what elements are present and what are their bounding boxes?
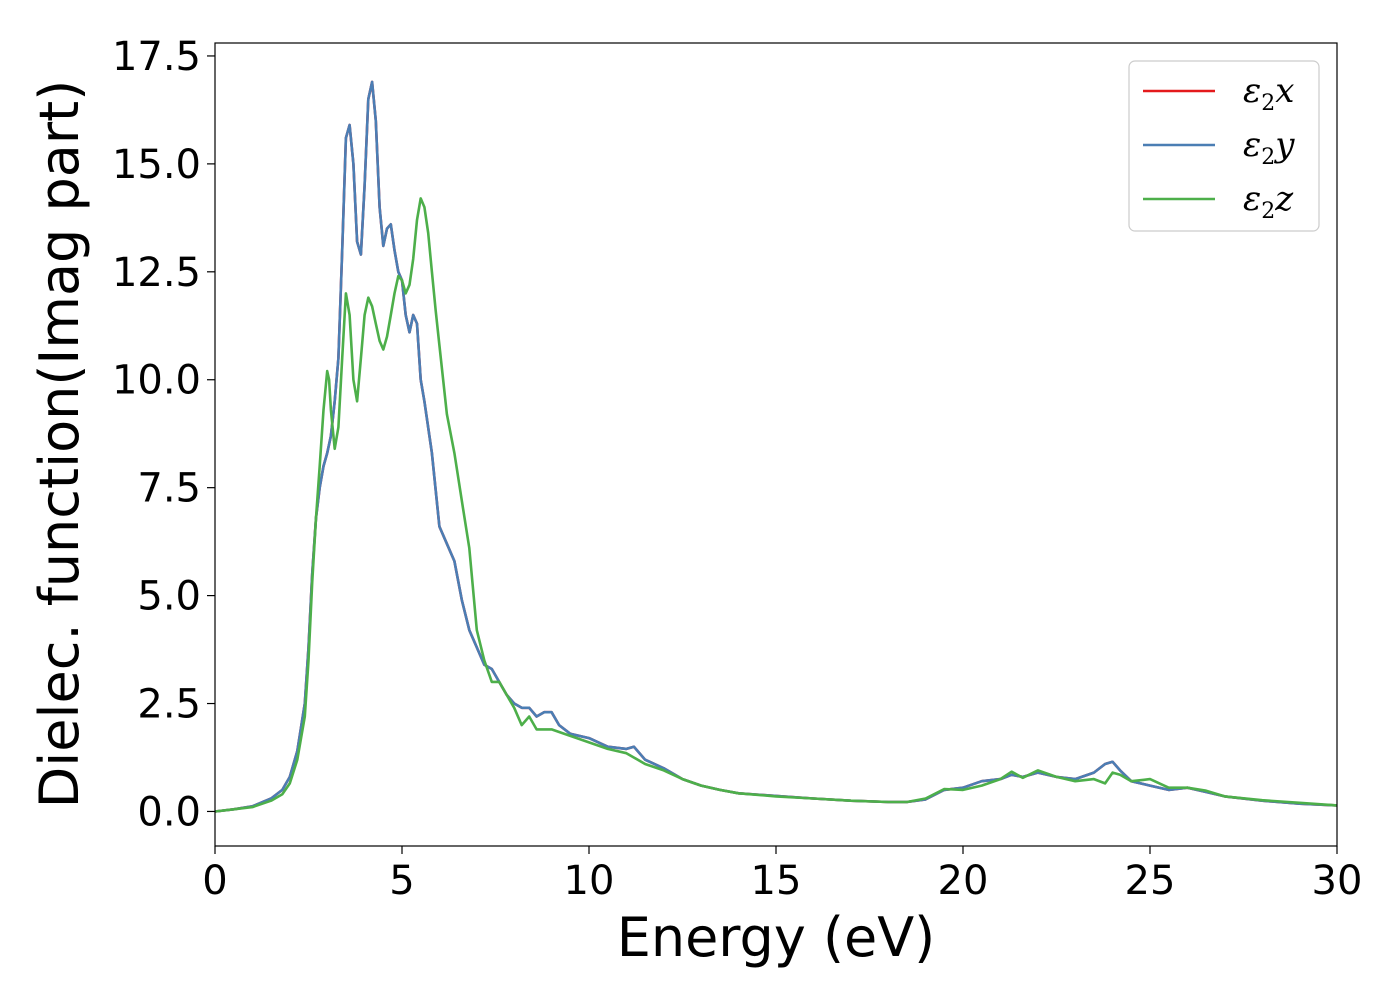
y-tick-label: 7.5 (137, 466, 201, 512)
legend: ε2x ε2y ε2z (1128, 60, 1320, 232)
series-layer (214, 80, 1338, 813)
y-tick-label: 15.0 (112, 142, 201, 188)
y-tick-label: 2.5 (137, 682, 201, 728)
x-tick-label: 25 (1125, 858, 1176, 904)
y-tick-label: 12.5 (112, 250, 201, 296)
y-tick-label: 17.5 (112, 34, 201, 80)
y-axis-title: Dielec. function(Imag part) (28, 80, 91, 809)
x-tick-label: 15 (751, 858, 802, 904)
legend-label-y: ε2y (1243, 125, 1295, 170)
y-tick-label: 5.0 (137, 574, 201, 620)
series-line-z (214, 197, 1338, 813)
x-axis-title: Energy (eV) (617, 906, 936, 969)
y-axis: 0.0 2.5 5.0 7.5 10.0 12.5 15.0 17.5 (112, 34, 215, 835)
y-tick-label: 10.0 (112, 358, 201, 404)
x-tick-label: 0 (202, 858, 227, 904)
x-tick-label: 20 (938, 858, 989, 904)
y-tick-label: 0.0 (137, 789, 201, 835)
x-axis: 0 5 10 15 20 25 30 (202, 846, 1362, 904)
x-tick-label: 5 (389, 858, 414, 904)
legend-label-z: ε2z (1243, 179, 1294, 224)
x-tick-label: 30 (1312, 858, 1363, 904)
legend-frame (1128, 60, 1320, 232)
legend-label-x: ε2x (1243, 71, 1294, 116)
x-tick-label: 10 (564, 858, 615, 904)
